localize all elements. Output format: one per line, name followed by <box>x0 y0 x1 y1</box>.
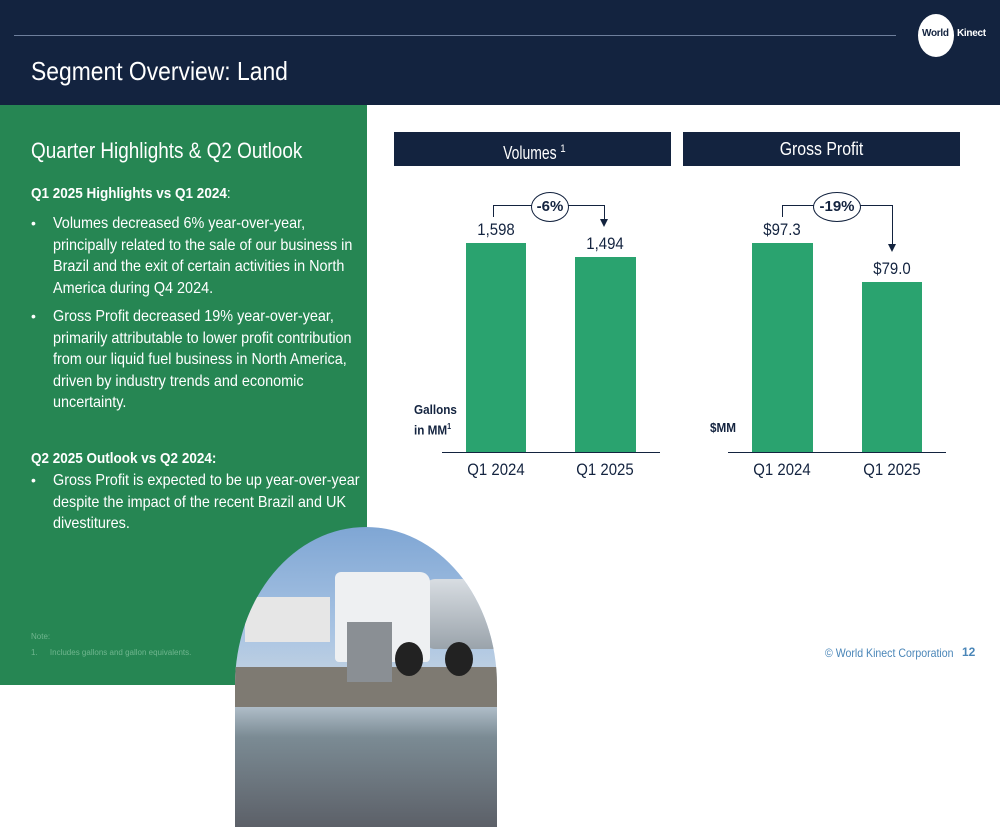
bullet-dot-icon: • <box>31 472 36 488</box>
gp-change-badge: -19% <box>813 192 861 222</box>
category-label: Q1 2024 <box>753 460 811 479</box>
volumes-change-badge: -6% <box>531 192 569 222</box>
bullet-dot-icon: • <box>31 308 36 324</box>
logo-word-world: World <box>922 28 949 39</box>
logo-circle <box>918 14 954 57</box>
bullet-dot-icon: • <box>31 215 36 231</box>
header-divider <box>14 35 896 36</box>
gp-bar-q1-2025 <box>862 282 922 452</box>
page-title: Segment Overview: Land <box>31 56 288 86</box>
page-number: 12 <box>962 645 976 659</box>
down-arrow-icon <box>600 219 608 227</box>
category-label: Q1 2025 <box>863 460 921 479</box>
bar-value-label: $97.3 <box>763 220 801 239</box>
note-label: Note: <box>31 632 51 641</box>
highlight-bullet-volumes: • Volumes decreased 6% year-over-year, p… <box>31 213 361 299</box>
bar-value-label: $79.0 <box>873 259 911 278</box>
volumes-bar-q1-2024 <box>466 243 526 452</box>
boat-shape <box>245 597 330 642</box>
truck-tank-shape <box>425 579 497 649</box>
volumes-connector-right <box>604 205 605 219</box>
note-number: 1. <box>31 648 38 657</box>
gp-connector-left <box>782 205 783 217</box>
truck-grill-shape <box>347 622 392 682</box>
highlights-heading: Q1 2025 Highlights vs Q1 2024: <box>31 185 231 202</box>
section-title: Quarter Highlights & Q2 Outlook <box>31 138 303 163</box>
gp-unit-label: $MM <box>710 420 737 435</box>
volumes-baseline <box>442 452 660 453</box>
gross-profit-chart-header: Gross Profit <box>683 132 960 166</box>
truck-photo <box>235 527 497 827</box>
bullet-text: Gross Profit is expected to be up year-o… <box>53 472 360 532</box>
bullet-text: Gross Profit decreased 19% year-over-yea… <box>53 308 352 411</box>
gp-connector-right <box>892 205 893 245</box>
category-label: Q1 2024 <box>467 460 525 479</box>
note-text: Includes gallons and gallon equivalents. <box>49 648 192 657</box>
gp-baseline <box>728 452 946 453</box>
truck-wheel-shape <box>395 642 423 676</box>
bullet-text: Volumes decreased 6% year-over-year, pri… <box>53 215 353 297</box>
volumes-connector-left <box>493 205 494 217</box>
outlook-bullet: • Gross Profit is expected to be up year… <box>31 470 361 535</box>
category-label: Q1 2025 <box>576 460 634 479</box>
down-arrow-icon <box>888 244 896 252</box>
gp-bar-q1-2024 <box>752 243 813 452</box>
volumes-bar-q1-2025 <box>575 257 636 452</box>
note-item: 1. Includes gallons and gallon equivalen… <box>31 648 201 657</box>
highlight-bullet-gross-profit: • Gross Profit decreased 19% year-over-y… <box>31 306 361 414</box>
bar-value-label: 1,598 <box>477 220 515 239</box>
header-bar: World Kinect Segment Overview: Land <box>0 0 1000 105</box>
outlook-heading: Q2 2025 Outlook vs Q2 2024: <box>31 450 217 467</box>
volumes-chart-header: Volumes 1 <box>394 132 671 166</box>
volumes-unit-label: Gallons in MM1 <box>414 402 457 438</box>
copyright-text: © World Kinect Corporation <box>825 646 954 660</box>
bar-value-label: 1,494 <box>586 234 624 253</box>
truck-wheel-shape <box>445 642 473 676</box>
logo-word-kinect: Kinect <box>957 28 986 39</box>
